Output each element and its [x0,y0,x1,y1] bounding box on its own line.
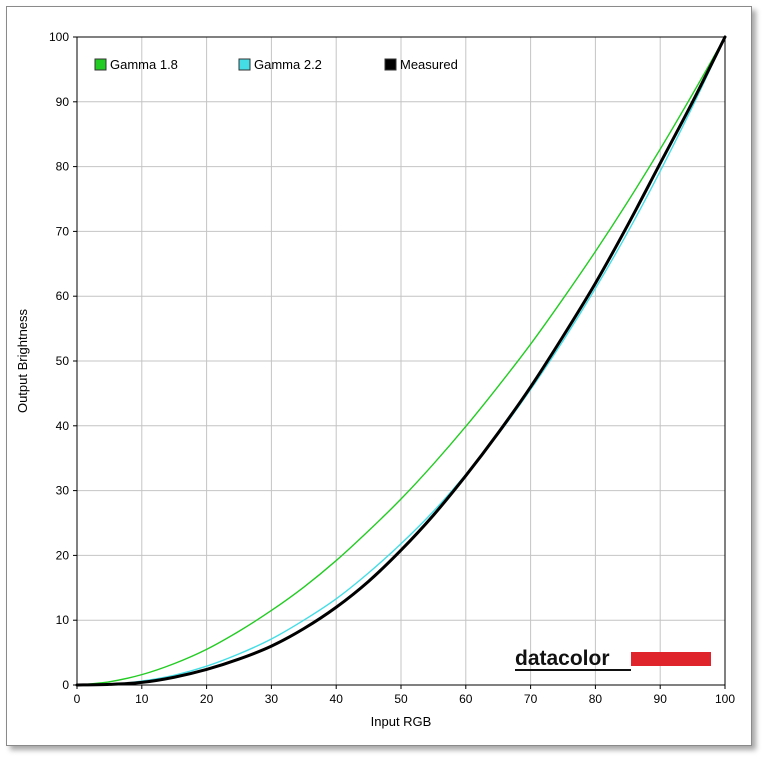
datacolor-logo: datacolor [515,647,711,671]
gamma-chart: 0 10 20 30 40 50 60 70 80 90 100 0 10 20 30 40 50 60 70 80… [15,30,735,729]
y-tick-label: 10 [56,613,70,627]
x-tick-label: 60 [459,692,473,706]
y-tick-label: 70 [56,224,70,238]
legend-label: Gamma 2.2 [254,57,322,72]
x-tick-label: 10 [135,692,149,706]
x-tick-label: 80 [589,692,603,706]
x-tick-label: 70 [524,692,538,706]
y-axis-ticks: 0 10 20 30 40 50 60 70 80 90 100 [49,30,77,692]
x-tick-label: 20 [200,692,214,706]
series-line-gamma-2-2 [76,36,726,686]
y-tick-label: 90 [56,95,70,109]
x-tick-label: 50 [394,692,408,706]
y-tick-label: 100 [49,30,69,44]
datacolor-logo-bar [631,652,711,666]
y-tick-label: 20 [56,548,70,562]
series-line-measured [75,35,727,687]
x-axis-ticks: 0 10 20 30 40 50 60 70 80 90 100 [74,685,735,706]
x-tick-label: 90 [654,692,668,706]
chart-frame: 0 10 20 30 40 50 60 70 80 90 100 0 10 20 30 40 50 60 70 80… [6,6,752,746]
series-layer [75,35,727,687]
series-line-gamma-1-8 [76,36,726,686]
x-tick-label: 0 [74,692,81,706]
legend-label: Measured [400,57,458,72]
y-tick-label: 80 [56,160,70,174]
legend-swatch [94,58,107,71]
x-axis-label: Input RGB [371,714,432,729]
x-tick-label: 40 [330,692,344,706]
y-axis-label: Output Brightness [15,308,30,413]
y-tick-label: 60 [56,289,70,303]
y-tick-label: 0 [62,678,69,692]
y-tick-label: 40 [56,419,70,433]
legend-swatch [384,58,397,71]
legend: Gamma 1.8 Gamma 2.2 Measured [94,57,458,72]
datacolor-logo-text: datacolor [515,647,610,670]
legend-label: Gamma 1.8 [110,57,178,72]
y-tick-label: 30 [56,484,70,498]
legend-swatch [238,58,251,71]
x-tick-label: 100 [715,692,735,706]
grid [76,36,726,686]
y-tick-label: 50 [56,354,70,368]
x-tick-label: 30 [265,692,279,706]
